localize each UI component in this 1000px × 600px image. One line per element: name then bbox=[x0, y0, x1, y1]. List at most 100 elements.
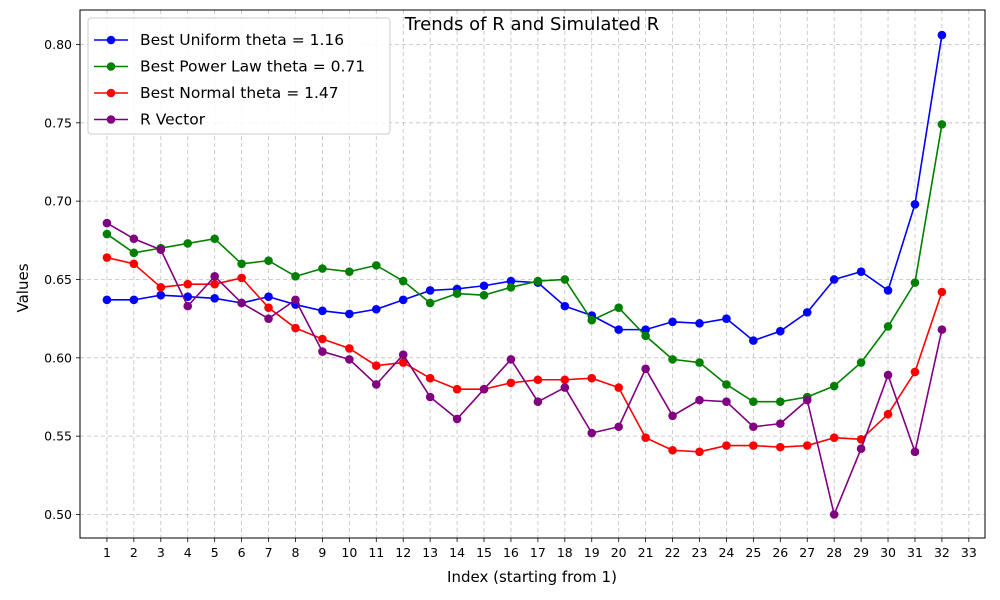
series-line bbox=[106, 34, 943, 342]
data-point bbox=[722, 380, 731, 389]
data-point bbox=[479, 290, 489, 300]
x-tick-label: 16 bbox=[503, 545, 519, 560]
data-point bbox=[479, 281, 489, 291]
x-tick-label: 30 bbox=[880, 545, 896, 560]
data-point bbox=[371, 261, 381, 270]
data-point bbox=[533, 397, 543, 406]
data-point bbox=[614, 325, 623, 334]
x-tick-label: 22 bbox=[665, 545, 681, 560]
data-point bbox=[802, 395, 812, 405]
x-tick-label: 20 bbox=[611, 545, 627, 560]
x-tick-label: 10 bbox=[341, 545, 357, 560]
legend-item: R Vector bbox=[94, 111, 206, 129]
data-point bbox=[587, 373, 597, 383]
data-point bbox=[345, 355, 354, 364]
plot-frame bbox=[79, 9, 986, 539]
x-tick-label: 21 bbox=[638, 545, 654, 560]
data-point bbox=[452, 289, 462, 298]
data-point bbox=[722, 397, 731, 406]
legend-marker bbox=[106, 35, 116, 45]
data-point bbox=[156, 283, 166, 292]
data-point bbox=[937, 325, 947, 334]
data-point bbox=[775, 326, 785, 336]
data-point bbox=[318, 264, 327, 273]
data-point bbox=[398, 350, 408, 359]
data-point bbox=[398, 295, 408, 305]
y-axis-ticks: 0.50 0.55 0.60 0.65 0.70 0.75 0.80 bbox=[44, 37, 80, 522]
series-line bbox=[106, 222, 943, 516]
data-point bbox=[345, 309, 354, 319]
data-point bbox=[398, 276, 408, 286]
series-4 bbox=[102, 218, 947, 519]
x-tick-label: 25 bbox=[745, 545, 761, 560]
data-point bbox=[749, 441, 758, 450]
data-point bbox=[129, 248, 139, 258]
x-tick-label: 17 bbox=[530, 545, 546, 560]
data-point bbox=[587, 315, 597, 325]
x-tick-label: 2 bbox=[130, 545, 138, 560]
legend-label: Best Power Law theta = 0.71 bbox=[140, 58, 365, 76]
data-point bbox=[856, 267, 866, 276]
data-point bbox=[937, 287, 947, 297]
x-tick-label: 12 bbox=[395, 545, 411, 560]
data-point bbox=[856, 444, 866, 453]
x-tick-label: 5 bbox=[211, 545, 219, 560]
data-point bbox=[506, 355, 516, 364]
data-point bbox=[560, 383, 570, 392]
data-point bbox=[237, 259, 246, 269]
y-tick-label: 0.60 bbox=[44, 350, 72, 365]
data-point bbox=[695, 395, 704, 405]
data-point bbox=[614, 303, 623, 312]
data-point bbox=[506, 378, 516, 388]
x-tick-label: 13 bbox=[422, 545, 438, 560]
data-point bbox=[937, 120, 947, 129]
data-point bbox=[506, 276, 516, 286]
data-point bbox=[802, 441, 812, 450]
data-point bbox=[614, 383, 623, 392]
legend-item: Best Uniform theta = 1.16 bbox=[94, 31, 344, 49]
legend-marker bbox=[106, 62, 116, 71]
data-point bbox=[425, 286, 435, 295]
data-point bbox=[425, 298, 435, 308]
data-point bbox=[641, 433, 650, 443]
data-point bbox=[668, 445, 677, 455]
x-tick-label: 3 bbox=[157, 545, 165, 560]
x-tick-label: 4 bbox=[184, 545, 192, 560]
data-point bbox=[883, 370, 893, 380]
series-1 bbox=[102, 30, 947, 345]
data-point bbox=[479, 384, 489, 394]
data-point bbox=[129, 259, 139, 269]
data-point bbox=[237, 298, 246, 308]
legend-item: Best Power Law theta = 0.71 bbox=[94, 58, 365, 76]
x-tick-label: 23 bbox=[692, 545, 708, 560]
data-point bbox=[183, 301, 193, 311]
data-point bbox=[318, 347, 327, 356]
y-tick-label: 0.65 bbox=[44, 272, 72, 287]
data-point bbox=[156, 290, 166, 300]
y-tick-label: 0.75 bbox=[44, 115, 72, 130]
x-axis-ticks: 1 2 3 4 5 6 7 8 9 10 11 12 13 14 15 16 17 18 19 20 21 22 23 24 2… bbox=[103, 538, 977, 560]
data-point bbox=[829, 381, 839, 391]
x-tick-label: 18 bbox=[557, 545, 573, 560]
data-point bbox=[749, 422, 758, 432]
data-point bbox=[856, 358, 866, 367]
x-tick-label: 9 bbox=[318, 545, 326, 560]
data-point bbox=[452, 384, 462, 394]
data-point bbox=[883, 409, 893, 419]
y-axis-label: Values bbox=[14, 263, 32, 312]
x-tick-label: 24 bbox=[718, 545, 734, 560]
data-point bbox=[398, 358, 408, 367]
data-point bbox=[345, 344, 354, 353]
legend-label: Best Uniform theta = 1.16 bbox=[140, 31, 344, 49]
x-tick-label: 8 bbox=[291, 545, 299, 560]
data-point bbox=[641, 331, 650, 341]
data-point bbox=[775, 442, 785, 452]
data-point bbox=[614, 422, 623, 432]
data-point bbox=[183, 292, 193, 302]
data-point bbox=[560, 301, 570, 311]
data-point bbox=[668, 355, 677, 364]
y-tick-label: 0.50 bbox=[44, 507, 72, 522]
data-point bbox=[829, 433, 839, 443]
data-point bbox=[102, 295, 112, 305]
chart-title: Trends of R and Simulated R bbox=[404, 14, 659, 35]
